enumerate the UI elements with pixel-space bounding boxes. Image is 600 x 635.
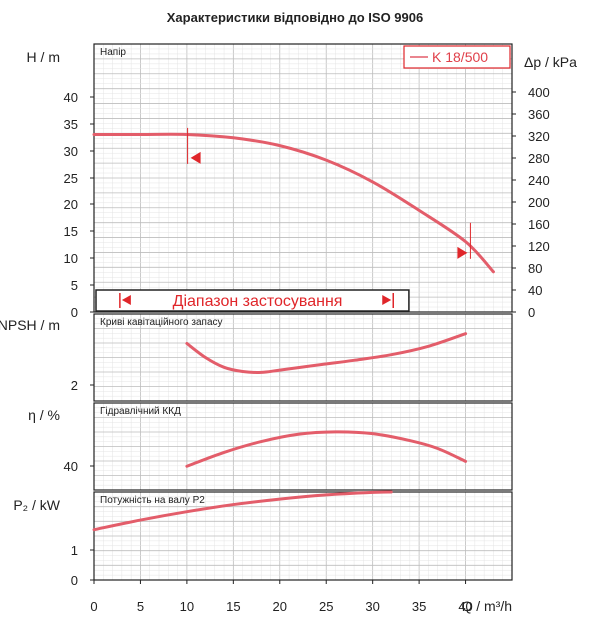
y-tick-label: 30 bbox=[64, 144, 78, 159]
series-line-npsh bbox=[185, 332, 468, 374]
panel-eff: Гідравлічний ККД η / % 40 bbox=[28, 402, 513, 491]
y2-tick-label: 200 bbox=[528, 195, 550, 210]
series-line-power bbox=[92, 490, 393, 532]
range-marker-arrow bbox=[190, 151, 201, 164]
y-tick-label: 25 bbox=[64, 171, 78, 186]
series-line-head bbox=[92, 132, 495, 274]
panel-npsh: Криві кавітаційного запасу NPSH / m 2 bbox=[0, 313, 513, 402]
y-tick-label: 0 bbox=[71, 305, 78, 320]
y-tick-label: 40 bbox=[64, 90, 78, 105]
panel-title: Напір bbox=[100, 47, 126, 58]
x-tick-label: 0 bbox=[90, 599, 97, 614]
y2-tick-label: 120 bbox=[528, 239, 550, 254]
y2-tick-label: 80 bbox=[528, 261, 542, 276]
x-tick-label: 30 bbox=[365, 599, 379, 614]
y-tick-label: 0 bbox=[71, 573, 78, 588]
range-end-arrow bbox=[382, 295, 392, 305]
y-tick-label: 40 bbox=[64, 459, 78, 474]
panel-head: Напір H / m 0 5 10 15 20 25 30 35 40 Δp / kPa 0 40 80 1… bbox=[27, 43, 577, 320]
panel-title: Криві кавітаційного запасу bbox=[100, 317, 223, 328]
x-tick-label: 40 bbox=[458, 599, 472, 614]
range-start-arrow bbox=[121, 295, 131, 305]
panel-frame bbox=[93, 313, 513, 402]
y2-tick-label: 0 bbox=[528, 305, 535, 320]
x-axis: 0 5 10 15 20 25 30 35 40Q / m³/h bbox=[90, 580, 512, 614]
y2-tick-label: 280 bbox=[528, 151, 550, 166]
y2-tick-label: 240 bbox=[528, 173, 550, 188]
y-axis-label: P₂ / kW bbox=[13, 497, 60, 513]
y-tick-label: 2 bbox=[71, 378, 78, 393]
y2-axis-label: Δp / kPa bbox=[524, 54, 577, 70]
y-axis-label: η / % bbox=[28, 407, 60, 423]
chart-title: Характеристики відповідно до ISO 9906 bbox=[167, 10, 423, 25]
y-tick-label: 1 bbox=[71, 543, 78, 558]
y2-tick-label: 360 bbox=[528, 107, 550, 122]
legend-label: K 18/500 bbox=[432, 49, 488, 65]
y-tick-label: 35 bbox=[64, 117, 78, 132]
x-tick-label: 5 bbox=[137, 599, 144, 614]
legend: K 18/500 bbox=[403, 45, 511, 69]
y2-tick-label: 400 bbox=[528, 85, 550, 100]
legend-box bbox=[403, 45, 511, 69]
operating-range-label: Діапазон застосування bbox=[173, 293, 343, 310]
operating-range-box bbox=[95, 289, 410, 312]
panel-frame bbox=[93, 402, 513, 491]
series-line-eff bbox=[185, 430, 468, 468]
y2-tick-label: 160 bbox=[528, 217, 550, 232]
x-tick-label: 20 bbox=[273, 599, 287, 614]
y-axis-label: H / m bbox=[27, 49, 60, 65]
x-tick-label: 25 bbox=[319, 599, 333, 614]
panel-title: Потужність на валу P2 bbox=[100, 495, 205, 506]
y2-tick-label: 40 bbox=[528, 283, 542, 298]
y-tick-label: 20 bbox=[64, 197, 78, 212]
panel-frame bbox=[93, 491, 513, 581]
x-tick-label: 35 bbox=[412, 599, 426, 614]
y2-tick-label: 320 bbox=[528, 129, 550, 144]
panel-title: Гідравлічний ККД bbox=[100, 406, 181, 417]
x-axis-label: Q / m³/h bbox=[461, 598, 512, 614]
x-tick-label: 10 bbox=[180, 599, 194, 614]
range-marker-arrow bbox=[457, 246, 468, 259]
y-axis-label: NPSH / m bbox=[0, 317, 60, 333]
y-tick-label: 15 bbox=[64, 224, 78, 239]
x-tick-label: 15 bbox=[226, 599, 240, 614]
panel-power: Потужність на валу P2 P₂ / kW 0 1 bbox=[13, 490, 513, 588]
y-tick-label: 10 bbox=[64, 251, 78, 266]
y-tick-label: 5 bbox=[71, 278, 78, 293]
